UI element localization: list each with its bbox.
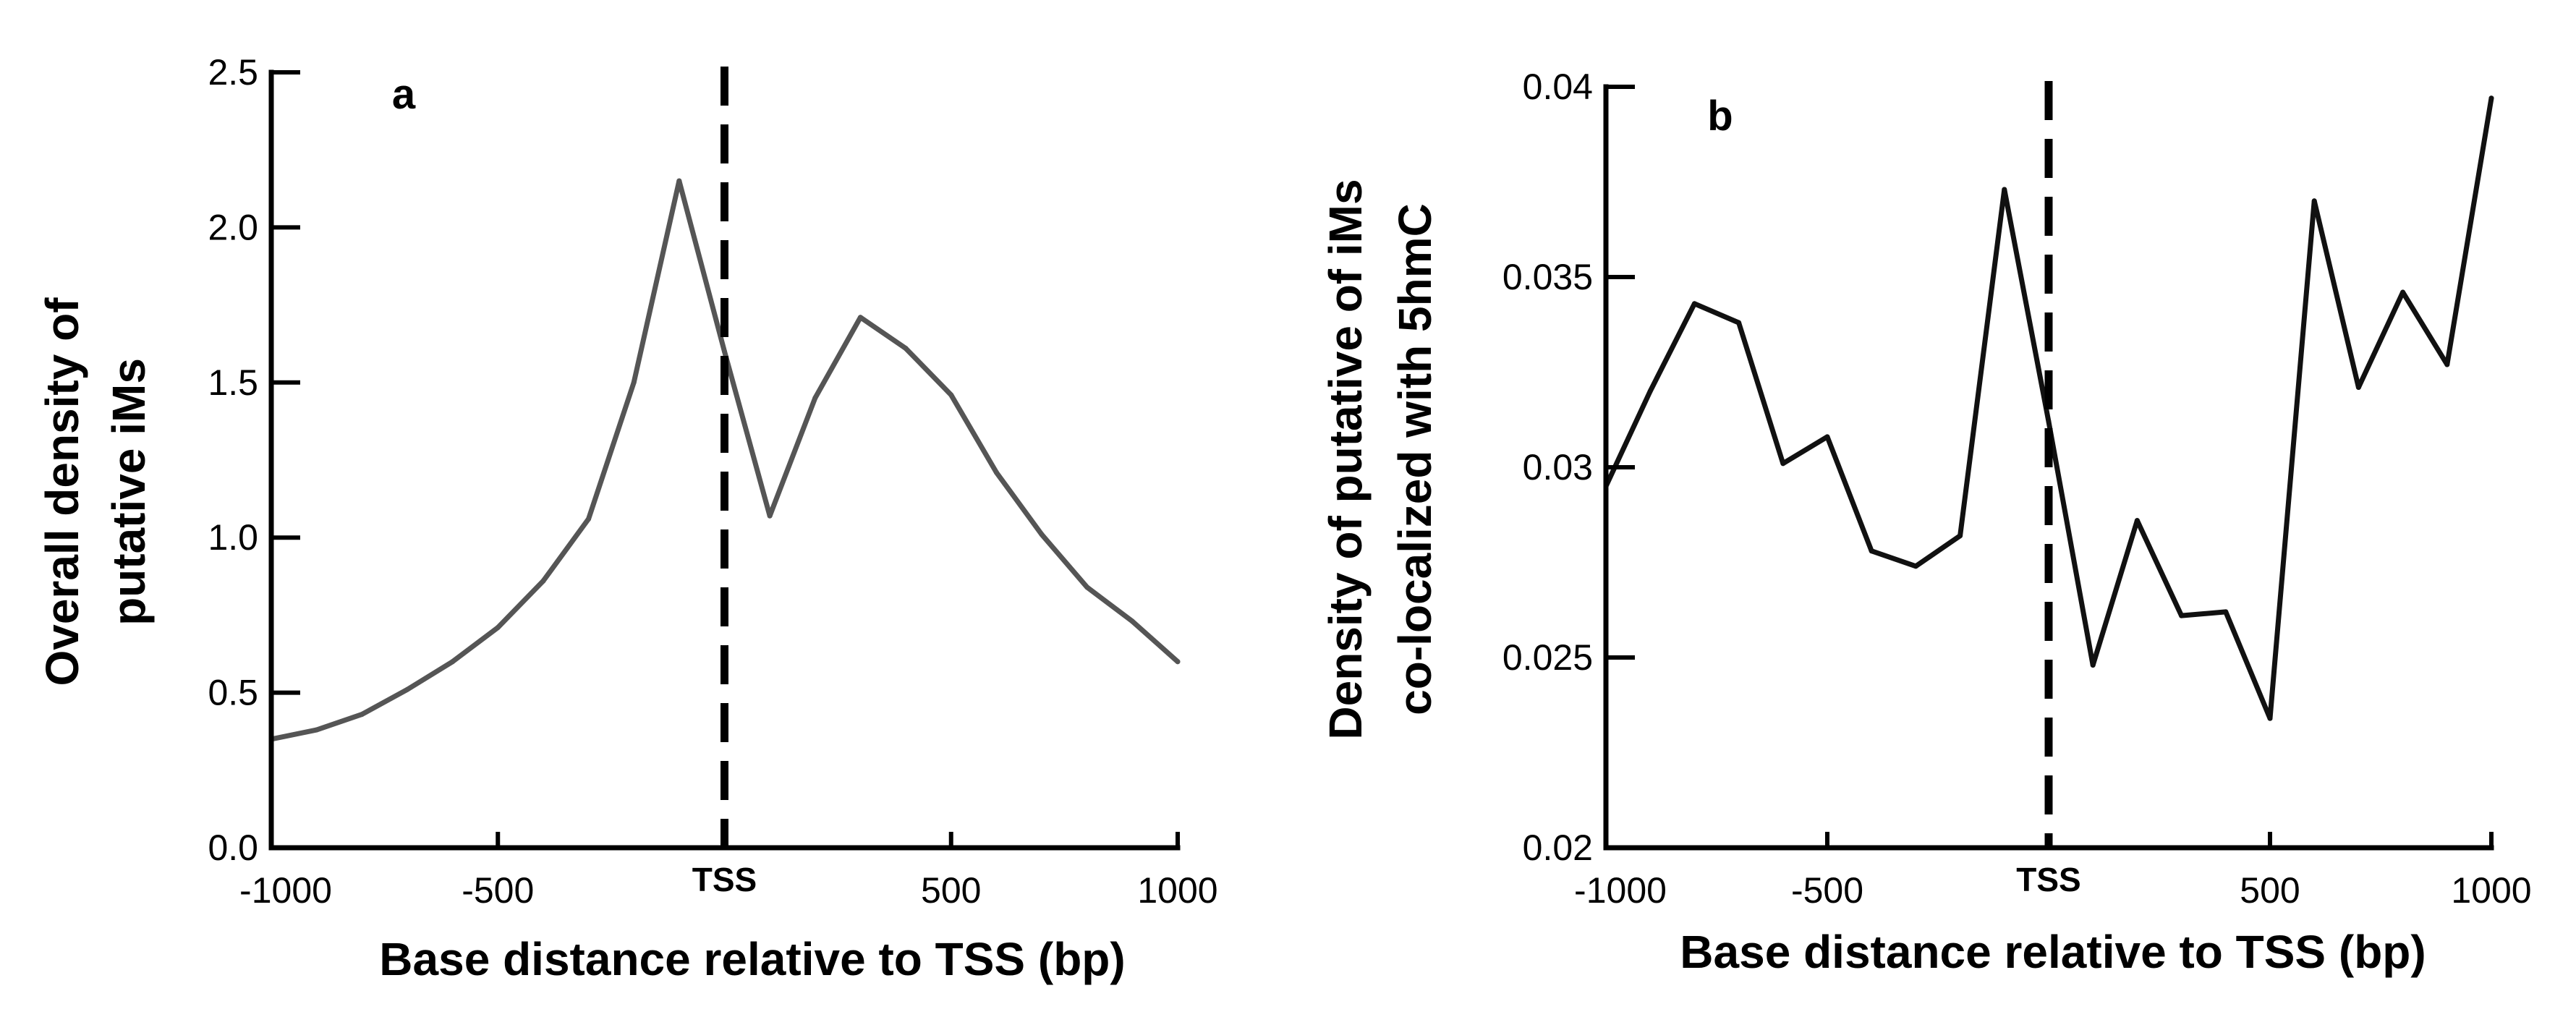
panel-a-data-point [1039,532,1045,537]
panel-a-plot-area [268,178,1181,742]
panel-b-label: b [1707,93,1733,140]
panel-b-data-point [1736,320,1742,325]
panel-a-data-point [1129,618,1135,624]
panel-a-y-tick-label: 1.0 [208,517,258,558]
panel-b-data-point [2179,613,2185,618]
panel-a-y-tick-label: 0.5 [208,673,258,713]
panel-a-y-axis-title-line-1: Overall density of [36,297,88,686]
panel-a-chart: 0.0 0.5 1.0 1.5 2.0 2.5 -1000 -500 TSS 500 1000 a… [36,52,1218,985]
panel-a-y-tick-label: 2.5 [208,52,258,93]
panel-a-data-point [857,315,863,320]
panel-a-y-tick-label: 0.0 [208,827,258,868]
panel-b-data-point [1957,533,1963,539]
panel-b-y-tick-label: 0.03 [1523,447,1593,488]
panel-b-y-ticks: 0.02 0.025 0.03 0.035 0.04 [1502,67,1635,868]
panel-a-data-point [948,392,954,398]
panel-a-data-point [495,625,501,631]
panel-a-x-ticks: -1000 -500 TSS 500 1000 [239,832,1218,911]
panel-b-data-point [2488,95,2494,101]
panel-b-x-axis-title: Base distance relative to TSS (bp) [1680,926,2426,978]
panel-a-data-point [540,578,546,584]
panel-b-chart: 0.02 0.025 0.03 0.035 0.04 -1000 -500 TSS 500 10… [1319,67,2532,978]
panel-b-data-point [1913,563,1918,569]
panel-a-data-point [1175,659,1181,665]
panel-a-tss-tick-label: TSS [692,861,757,898]
panel-b-y-axis-title-line-1: Density of putative of iMs [1319,179,1372,739]
panel-b-data-point [2134,518,2140,524]
panel-a-data-point [404,686,410,692]
panel-b-y-tick-label: 0.035 [1502,257,1593,297]
panel-a-data-point [812,395,818,401]
panel-b-y-axis-title-line-2: co-localized with 5hmC [1389,203,1441,715]
panel-b-data-point [2444,362,2450,367]
panel-b-y-tick-label: 0.04 [1523,67,1593,107]
panel-b-y-tick-label: 0.025 [1502,637,1593,678]
panel-b-tss-tick-label: TSS [2016,861,2080,898]
panel-b-data-point [2311,198,2317,204]
panel-a-data-point [676,178,682,184]
panel-b-x-tick-label: 1000 [2451,870,2531,911]
panel-b-data-point [1780,461,1786,467]
panel-a-data-point [314,727,320,733]
panel-a-x-tick-label: -1000 [239,870,332,911]
panel-b-x-ticks: -1000 -500 TSS 500 1000 [1574,832,2532,911]
panel-b-data-point [2090,663,2096,668]
panel-a-data-point [993,469,999,475]
panel-b-data-point [2002,187,2007,192]
panel-b-data-point [1869,548,1874,554]
panel-b-data-point [2355,385,2361,391]
panel-a-x-tick-label: 1000 [1137,870,1217,911]
panel-a-label: a [392,71,416,118]
panel-a-y-ticks: 0.0 0.5 1.0 1.5 2.0 2.5 [208,52,300,868]
panel-b-x-tick-label: -500 [1791,870,1863,911]
panel-b-data-point [1691,301,1697,307]
panel-a-data-point [450,659,456,665]
panel-a-data-point [1084,584,1090,590]
panel-b-data-point [1824,434,1830,440]
panel-b-x-tick-label: 500 [2240,870,2300,911]
panel-a-data-point [586,516,592,522]
panel-b-x-tick-label: -1000 [1574,870,1667,911]
panel-a-data-point [767,513,773,519]
panel-a-x-tick-label: 500 [921,870,981,911]
panel-b-data-point [2046,419,2052,425]
panel-a-data-point [631,380,637,386]
panel-b-data-point [1647,388,1653,394]
panel-a-x-axis-title: Base distance relative to TSS (bp) [379,933,1125,985]
panel-a-data-point [903,346,909,352]
panel-b-data-point [2400,289,2406,295]
panel-a-y-tick-label: 1.5 [208,362,258,403]
panel-a-data-point [722,349,727,354]
panel-a-y-tick-label: 2.0 [208,207,258,247]
panel-b-data-point [2223,609,2229,615]
panel-b-y-tick-label: 0.02 [1523,827,1593,868]
panel-a-data-point [359,712,365,718]
panel-a-x-tick-label: -500 [462,870,534,911]
panel-b-data-point [2267,715,2273,721]
panel-a-y-axis-title-line-2: putative iMs [103,358,155,626]
